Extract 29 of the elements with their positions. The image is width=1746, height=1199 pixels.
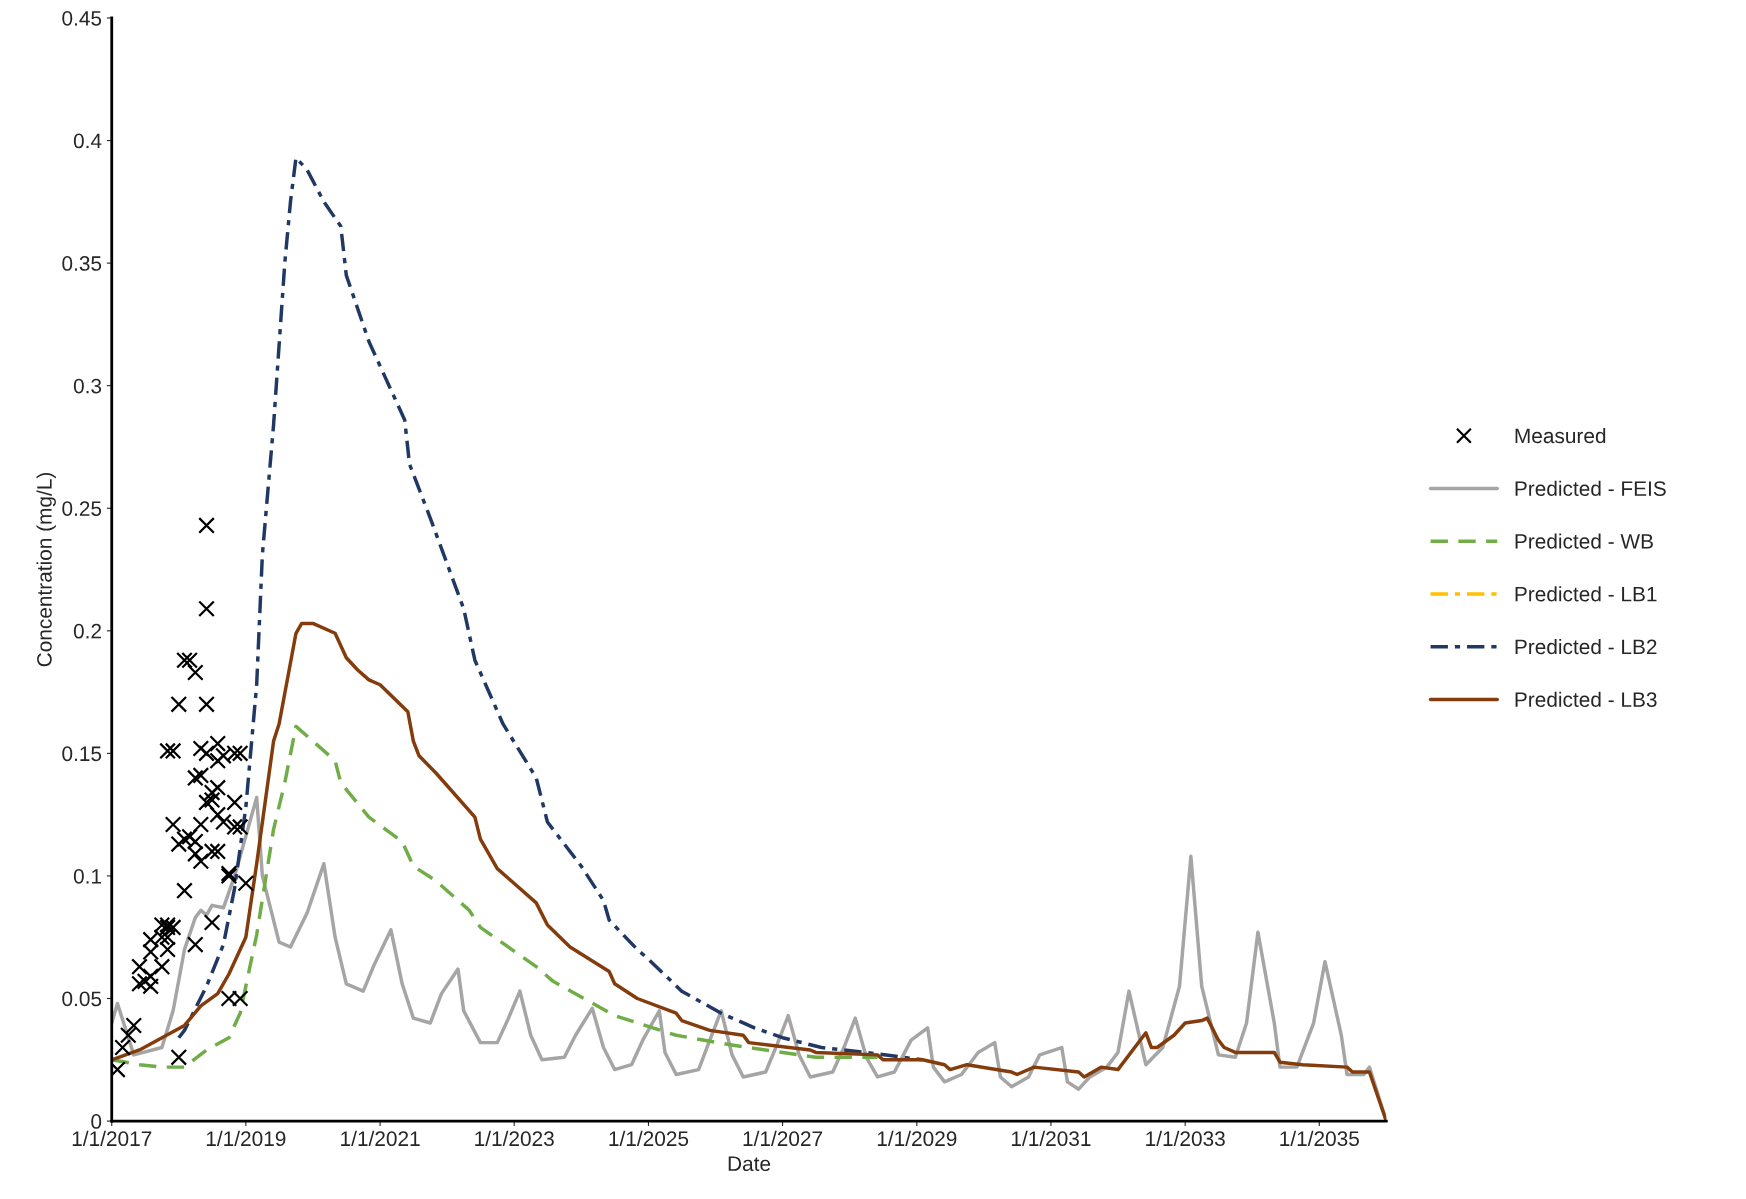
x-tick-label: 1/1/2025 [609, 1130, 689, 1147]
x-tick-label: 1/1/2031 [1011, 1130, 1091, 1147]
x-tick-label: 1/1/2033 [1146, 1130, 1225, 1147]
x-tick-label: 1/1/2019 [206, 1130, 286, 1147]
x-tick-label: 1/1/2017 [72, 1130, 152, 1147]
y-tick-label: 0.45 [62, 10, 102, 26]
y-tick-label: 0.35 [62, 256, 102, 271]
y-tick-label: 0.1 [73, 868, 102, 884]
x-axis-title: Date [728, 1156, 771, 1172]
legend-label: Measured [1515, 427, 1606, 444]
y-tick-label: 0.2 [73, 623, 101, 639]
y-tick-label: 0.4 [73, 133, 102, 149]
x-tick-label: 1/1/2029 [877, 1130, 957, 1147]
legend-label: Predicted - LB2 [1515, 638, 1657, 655]
legend-label: Predicted - WB [1515, 533, 1653, 549]
legend-label: Predicted - FEIS [1515, 480, 1666, 496]
x-tick-label: 1/1/2021 [341, 1130, 420, 1147]
y-tick-label: 0.25 [62, 501, 102, 516]
y-axis-title: Concentration (mg/L) [36, 472, 56, 667]
y-tick-label: 0 [91, 1114, 102, 1129]
y-tick-label: 0.15 [62, 746, 102, 762]
x-tick-label: 1/1/2027 [743, 1130, 823, 1147]
y-tick-label: 0.3 [73, 378, 102, 394]
x-tick-label: 1/1/2023 [475, 1130, 554, 1147]
x-tick-label: 1/1/2035 [1280, 1130, 1359, 1147]
line-series [111, 724, 880, 1069]
y-tick-label: 0.05 [62, 991, 102, 1007]
legend-label: Predicted - LB1 [1515, 586, 1657, 602]
legend-label: Predicted - LB3 [1515, 691, 1657, 707]
